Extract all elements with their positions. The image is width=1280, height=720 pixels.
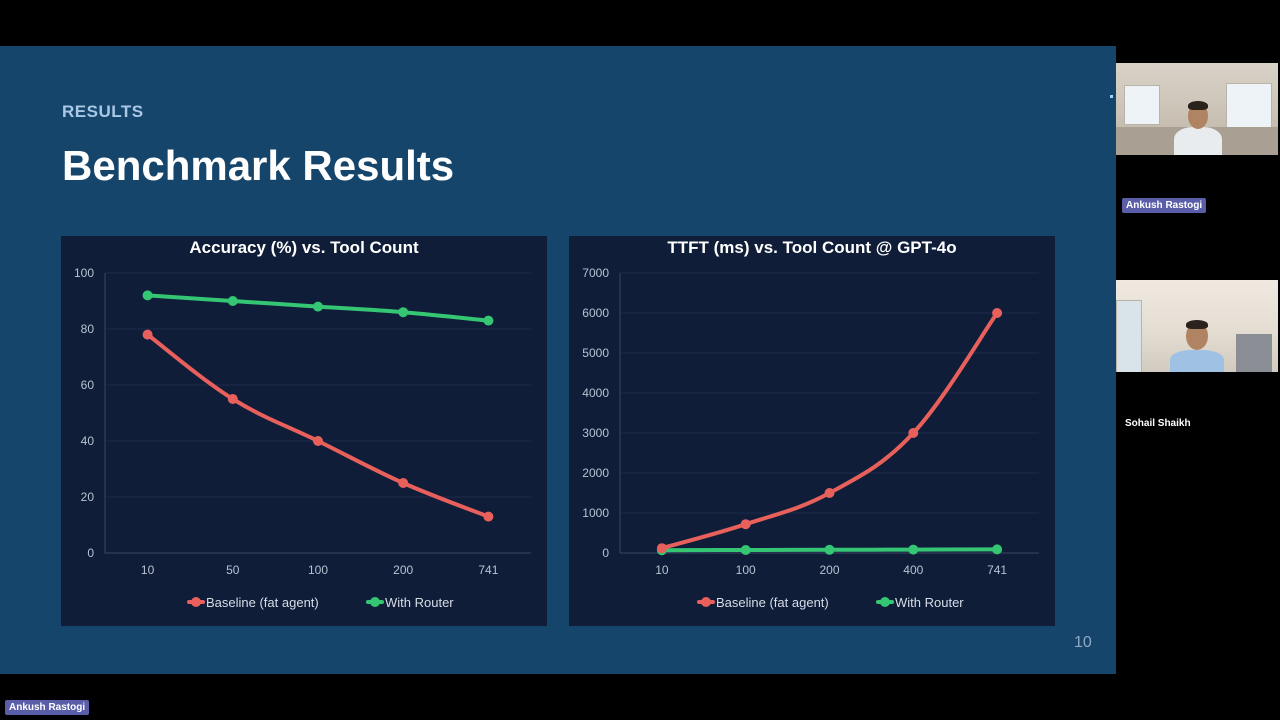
data-point [824,544,835,555]
slide-title: Benchmark Results [62,142,455,189]
legend-label: Baseline (fat agent) [716,595,829,610]
participant-video-2[interactable] [1116,280,1278,372]
legend-marker [191,597,201,607]
data-point [992,544,1003,555]
y-tick-label: 40 [81,434,95,448]
data-point [908,428,919,438]
y-tick-label: 60 [81,378,95,392]
data-point [398,478,409,488]
y-tick-label: 1000 [582,506,609,520]
legend-marker [701,597,711,607]
x-tick-label: 741 [478,563,498,577]
data-point [227,296,238,306]
y-tick-label: 4000 [582,386,609,400]
person-hair [1186,320,1208,329]
data-point [142,290,153,301]
background-window [1116,300,1142,372]
data-point [313,436,323,446]
x-tick-label: 100 [308,563,328,577]
participant-name-1: Ankush Rastogi [1122,198,1207,213]
active-speaker-label: Ankush Rastogi [5,700,90,715]
data-point [740,545,751,555]
data-point [483,315,494,326]
slide-corner-dot [1110,95,1113,98]
background-window [1226,83,1272,129]
participant-video-1[interactable] [1116,63,1278,155]
y-tick-label: 6000 [582,306,609,320]
x-tick-label: 10 [141,563,155,577]
data-point [992,308,1003,318]
data-point [483,511,494,522]
y-tick-label: 80 [81,322,95,336]
chart-title: Accuracy (%) vs. Tool Count [189,238,419,257]
y-tick-label: 0 [87,546,94,560]
person-head [1186,322,1208,350]
data-point [908,544,919,555]
background-window [1124,85,1160,125]
y-tick-label: 7000 [582,266,609,280]
x-tick-label: 50 [226,563,240,577]
data-point [740,519,751,530]
legend-marker [880,597,890,607]
legend-label: Baseline (fat agent) [206,595,319,610]
x-tick-label: 200 [393,563,413,577]
data-point [656,543,667,554]
ttft-chart-panel: TTFT (ms) vs. Tool Count @ GPT-4o 0 1000 20… [569,236,1055,626]
shared-slide: RESULTS Benchmark Results Accuracy (%) v… [0,46,1116,674]
accuracy-chart-panel: Accuracy (%) vs. Tool Count 0 20 40 60 80 100 1… [61,236,547,626]
series-line [659,311,1000,551]
slide-page-number: 10 [1074,634,1092,651]
x-tick-label: 400 [903,563,923,577]
legend-marker [370,597,380,607]
data-point [142,329,153,340]
y-tick-label: 0 [602,546,609,560]
background-furniture [1236,334,1272,372]
person-hair [1188,101,1208,110]
data-point [227,394,238,404]
legend-label: With Router [895,595,964,610]
y-tick-label: 20 [81,490,95,504]
x-tick-label: 10 [655,563,669,577]
x-tick-label: 100 [736,563,756,577]
participant-name-2: Sohail Shaikh [1125,418,1191,429]
chart-title: TTFT (ms) vs. Tool Count @ GPT-4o [667,238,956,257]
data-point [824,488,835,498]
series-line [145,332,491,519]
data-point [313,301,323,312]
person-body [1174,127,1222,155]
x-tick-label: 741 [987,563,1007,577]
accuracy-chart: Accuracy (%) vs. Tool Count 0 20 40 60 80 100 1… [74,238,531,610]
ttft-chart: TTFT (ms) vs. Tool Count @ GPT-4o 0 1000 20… [582,238,1039,610]
person-body [1170,350,1224,372]
y-tick-label: 2000 [582,466,609,480]
y-tick-label: 5000 [582,346,609,360]
slide-eyebrow: RESULTS [62,102,144,121]
x-tick-label: 200 [819,563,839,577]
data-point [398,307,409,318]
y-tick-label: 3000 [582,426,609,440]
y-tick-label: 100 [74,266,94,280]
legend-label: With Router [385,595,454,610]
